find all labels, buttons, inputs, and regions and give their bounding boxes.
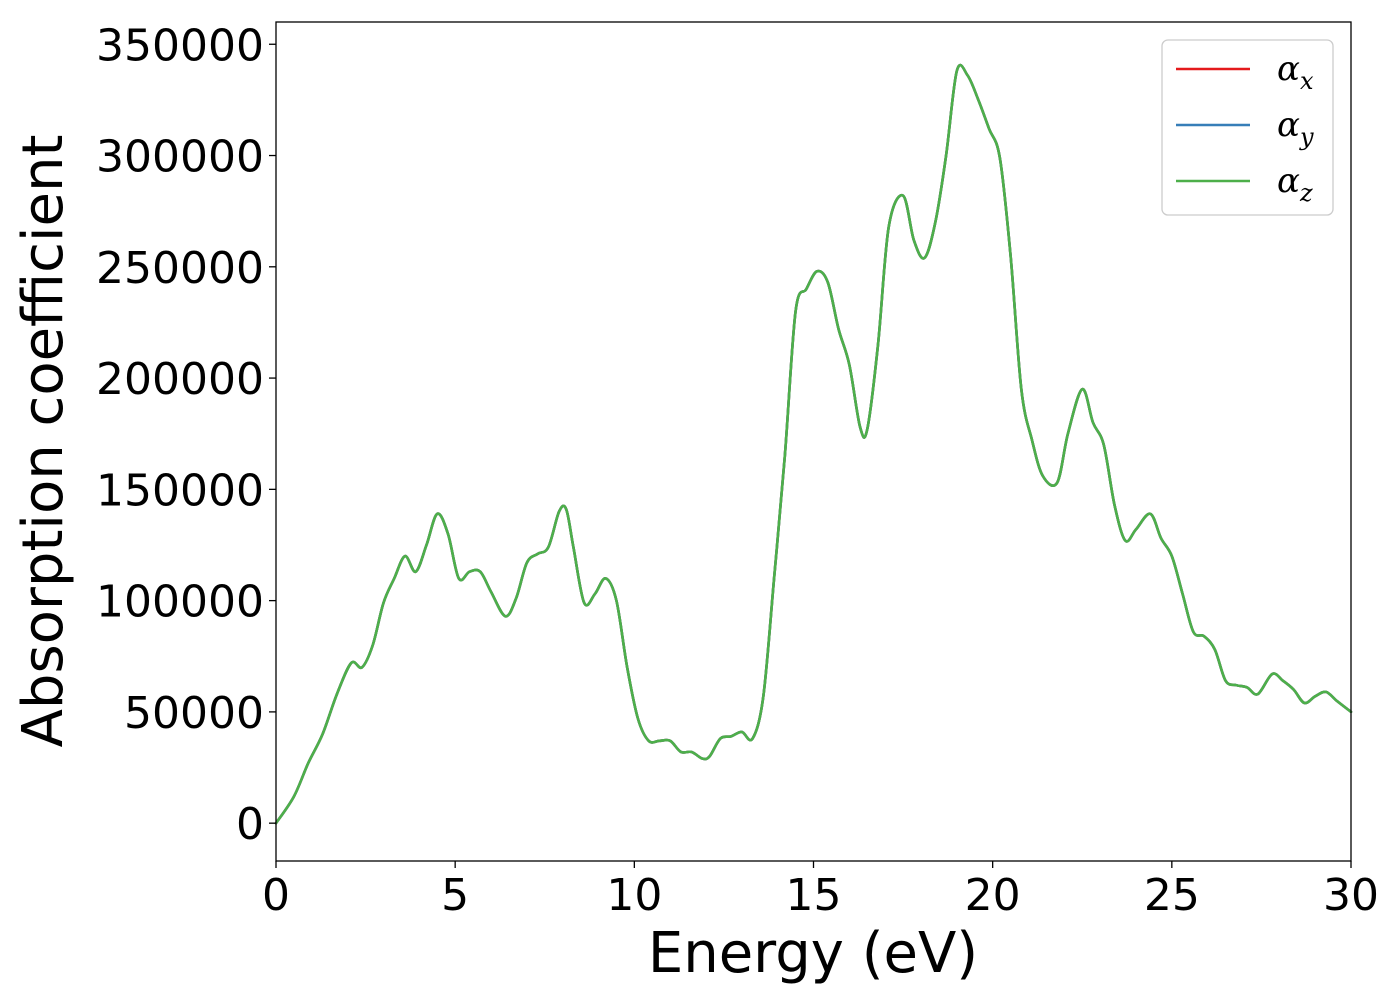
x-tick-label: 0 xyxy=(262,870,290,921)
x-tick-label: 5 xyxy=(441,870,469,921)
x-tick-label: 15 xyxy=(786,870,842,921)
x-axis-title: Energy (eV) xyxy=(648,921,978,986)
legend-box xyxy=(1161,39,1334,216)
y-tick-label: 50000 xyxy=(124,688,264,739)
series-line-z xyxy=(274,63,1353,825)
y-axis-title: Absorption coefficient xyxy=(11,135,76,748)
y-tick-label: 250000 xyxy=(96,243,264,294)
y-tick-label: 300000 xyxy=(96,132,264,183)
y-tick-label: 350000 xyxy=(96,20,264,71)
y-axis: 0 50000 100000 150000 200000 250000 300000 3500… xyxy=(96,20,276,850)
y-tick-label: 0 xyxy=(236,799,264,850)
x-tick-label: 25 xyxy=(1144,870,1200,921)
x-axis: 0 5 10 15 20 25 30 xyxy=(262,861,1379,921)
y-tick-label: 150000 xyxy=(96,465,264,516)
series-layer xyxy=(274,63,1353,825)
x-tick-label: 10 xyxy=(606,870,662,921)
y-tick-label: 100000 xyxy=(96,577,264,628)
y-tick-label: 200000 xyxy=(96,354,264,405)
x-tick-label: 30 xyxy=(1323,870,1379,921)
x-tick-label: 20 xyxy=(965,870,1021,921)
